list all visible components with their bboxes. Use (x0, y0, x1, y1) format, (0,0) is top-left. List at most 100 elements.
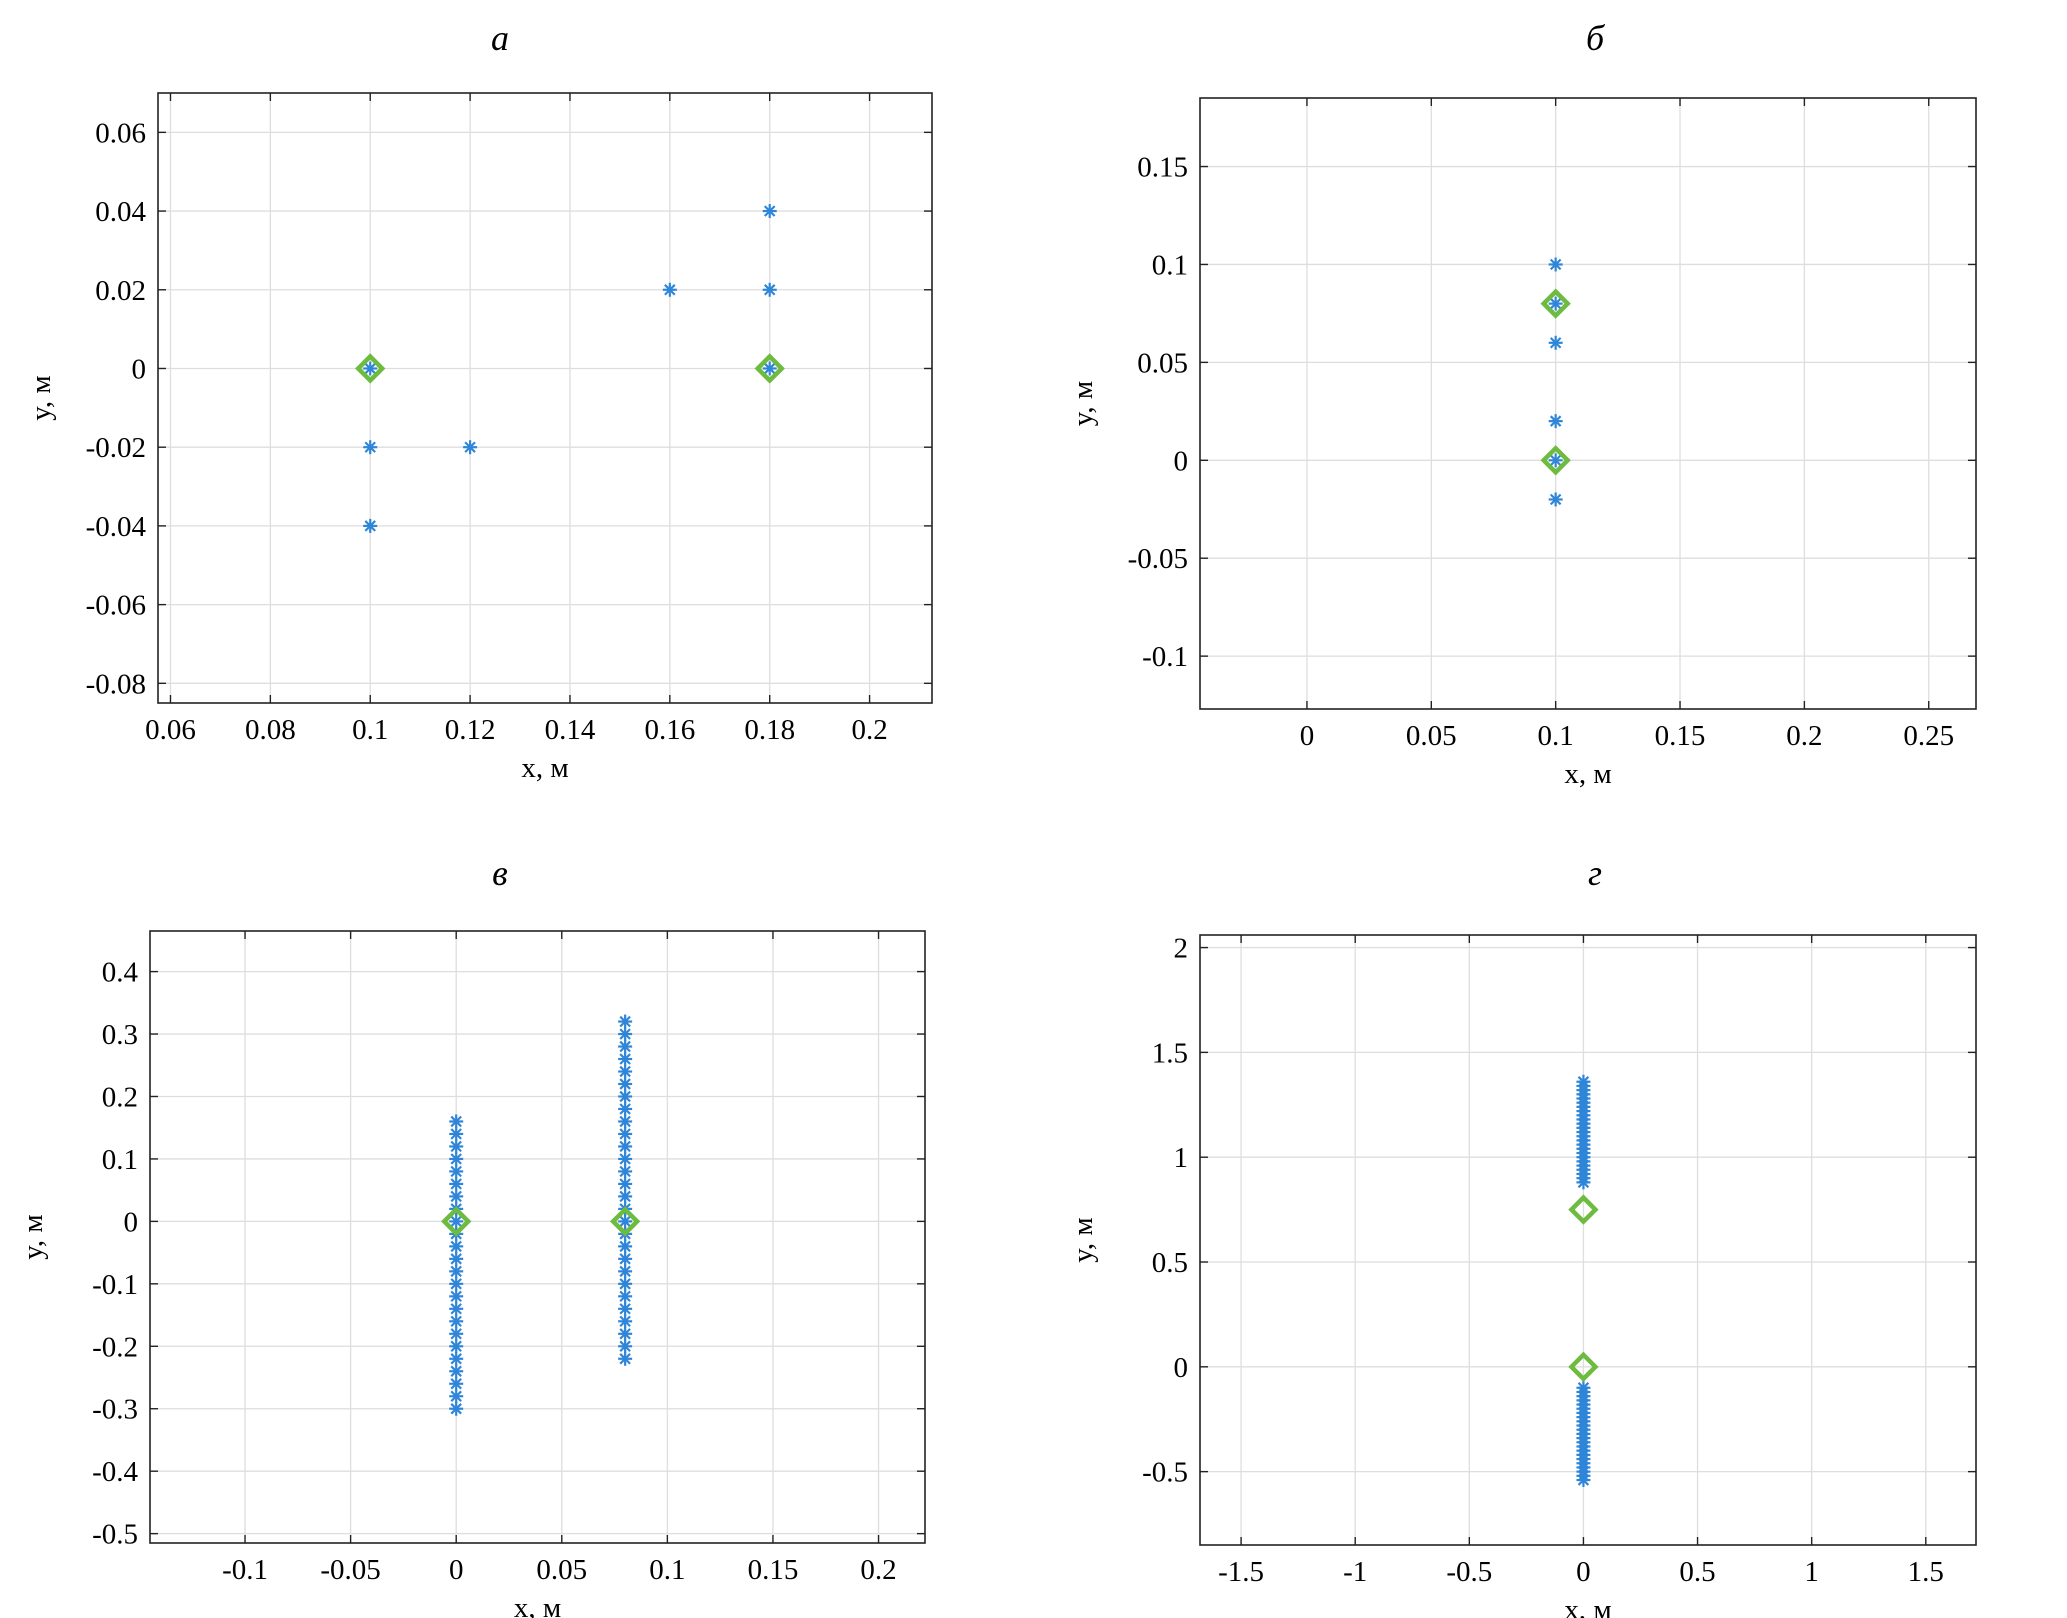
diamond-point (1568, 1194, 1599, 1225)
y-tick-label: 0 (1174, 445, 1189, 477)
star-point (449, 1139, 464, 1154)
panel-title: б (1586, 18, 1606, 58)
star-point (1576, 1074, 1591, 1089)
star-point (618, 1339, 633, 1354)
x-tick-label: 0.05 (536, 1554, 587, 1586)
chart-panel-c: в -0.1 -0.05 0 0.05 0.1 0.15 0.2 -0.5 -0.4 -0.3 -0.… (17, 853, 926, 1618)
x-tick-label: 0.5 (1679, 1556, 1715, 1588)
star-point (449, 1114, 464, 1129)
x-tick-label: -0.05 (320, 1554, 380, 1586)
y-axis-label: y, м (25, 375, 57, 420)
star-point (449, 1389, 464, 1404)
star-point (618, 1289, 633, 1304)
plot-frame (1199, 97, 1977, 710)
y-tick-label: 1 (1174, 1142, 1189, 1174)
star-point (449, 1376, 464, 1391)
star-point (618, 1039, 633, 1054)
y-tick-label: 0.1 (1152, 249, 1188, 281)
data-markers (441, 1014, 641, 1416)
x-tick-label: -1.5 (1218, 1556, 1264, 1588)
y-tick-label: 0.05 (1137, 347, 1188, 379)
y-tick-label: 0.15 (1137, 152, 1188, 184)
x-tick-label: 0.08 (245, 714, 296, 746)
diamond-point (1540, 445, 1571, 476)
star-point (618, 1014, 633, 1029)
chart-panel-d: г -1.5 -1 -0.5 0 0.5 1 1.5 -0.5 0 0.5 1 1.5 2 x, м y, м (1067, 853, 1977, 1618)
x-tick-label: 0.1 (352, 714, 388, 746)
x-tick-label: 0.06 (145, 714, 196, 746)
x-tick-label: -1 (1343, 1556, 1367, 1588)
x-tick-label: 0.15 (1655, 720, 1706, 752)
star-point (449, 1326, 464, 1341)
star-point (449, 1164, 464, 1179)
y-tick-label: 0 (132, 353, 147, 385)
diamond-point (355, 353, 386, 384)
star-point (618, 1239, 633, 1254)
panel-title: г (1588, 853, 1602, 893)
x-tick-label: -0.5 (1446, 1556, 1492, 1588)
star-point (618, 1326, 633, 1341)
chart-panel-b: б 0 0.05 0.1 0.15 0.2 0.25 -0.1 -0.05 0 0.05 0.1 0.1… (1067, 18, 1977, 790)
star-point (618, 1251, 633, 1266)
x-axis-label: x, м (521, 752, 568, 784)
star-point (762, 204, 777, 219)
y-tick-label: 0.04 (95, 196, 146, 228)
y-tick-label: 0.5 (1152, 1247, 1188, 1279)
y-tick-label: 0 (124, 1206, 139, 1238)
chart-panel-a: а 0.06 0.08 0.1 0.12 0.14 0.16 0.18 0.2 -0.08 -0.0… (25, 18, 933, 784)
star-point (363, 361, 378, 376)
y-tick-label: 1.5 (1152, 1037, 1188, 1069)
x-tick-label: -0.1 (222, 1554, 268, 1586)
star-point (618, 1264, 633, 1279)
diamond-point (754, 353, 785, 384)
star-point (618, 1077, 633, 1091)
star-point (618, 1176, 633, 1191)
star-point (618, 1276, 633, 1291)
x-tick-label: 0.12 (445, 714, 496, 746)
y-tick-label: -0.02 (86, 432, 146, 464)
grid (150, 931, 925, 1543)
x-tick-label: 0.14 (545, 714, 596, 746)
x-tick-label: 0.2 (1786, 720, 1822, 752)
y-tick-label: -0.3 (92, 1394, 138, 1426)
star-point (449, 1176, 464, 1191)
y-tick-label: -0.5 (1142, 1457, 1188, 1489)
star-point (762, 282, 777, 297)
star-point (449, 1239, 464, 1254)
y-tick-label: -0.06 (86, 590, 146, 622)
y-tick-label: -0.4 (92, 1456, 138, 1488)
star-point (449, 1276, 464, 1291)
panel-title: в (492, 853, 508, 893)
grid (1200, 935, 1976, 1545)
star-point (449, 1289, 464, 1304)
star-point (618, 1164, 633, 1179)
x-tick-label: 0.05 (1406, 720, 1457, 752)
x-axis-label: x, м (514, 1592, 561, 1618)
y-tick-label: 0.1 (102, 1144, 138, 1176)
data-markers (1540, 257, 1571, 507)
y-tick-label: 0.3 (102, 1019, 138, 1051)
y-tick-label: -0.08 (86, 668, 146, 700)
plot-frame (1199, 934, 1977, 1546)
star-point (618, 1052, 633, 1067)
star-point (449, 1264, 464, 1279)
star-point (463, 440, 478, 455)
star-point (618, 1101, 633, 1116)
grid (1200, 98, 1976, 709)
star-point (618, 1089, 633, 1104)
y-tick-label: 0 (1174, 1352, 1189, 1384)
star-point (449, 1126, 464, 1141)
star-point (1548, 453, 1563, 468)
plot-frame (149, 930, 926, 1544)
y-tick-label: 0.06 (95, 117, 146, 149)
star-point (1548, 492, 1563, 507)
star-point (449, 1301, 464, 1316)
star-point (449, 1189, 464, 1204)
star-point (1576, 1380, 1591, 1395)
star-point (618, 1214, 633, 1229)
diamond-point (1540, 288, 1571, 319)
x-tick-label: 0.2 (860, 1554, 896, 1586)
star-point (1548, 296, 1563, 311)
y-axis-label: y, м (1067, 381, 1099, 426)
